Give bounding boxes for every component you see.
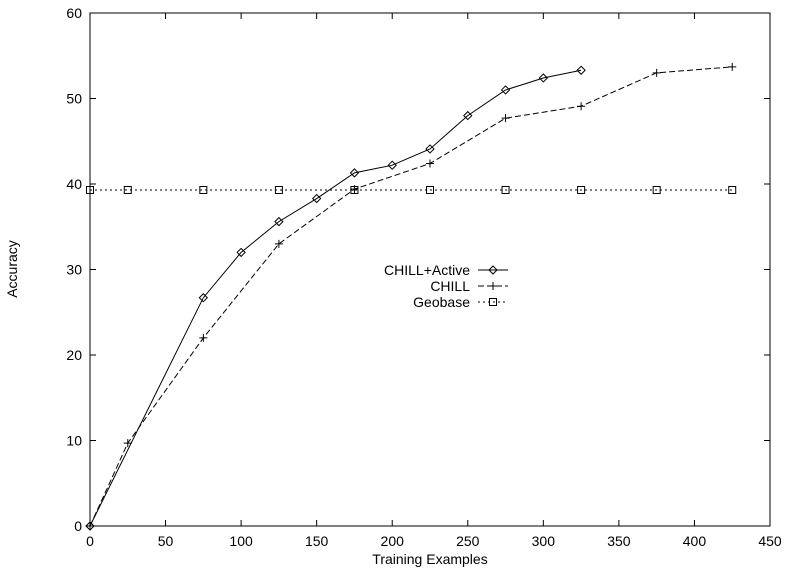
data-point [199,185,208,194]
x-tick-label: 300 [532,533,556,549]
series-chill-active [85,65,586,531]
y-tick-label: 20 [66,347,82,363]
data-point [274,216,284,227]
data-point [199,333,208,342]
x-tick-label: 350 [607,533,631,549]
data-point [274,239,283,248]
y-tick-label: 40 [66,176,82,192]
y-tick-label: 10 [66,433,82,449]
series-geobase [86,185,737,194]
x-tick-label: 150 [305,533,329,549]
data-point [311,193,322,204]
data-point [123,439,132,448]
x-tick-label: 0 [86,533,94,549]
data-point [463,110,473,121]
data-point [387,160,397,170]
data-point [576,65,586,75]
data-point [577,102,586,111]
data-point [349,168,360,178]
data-point [652,185,661,194]
series-line [89,66,733,527]
x-tick-label: 200 [381,533,405,549]
x-tick-label: 250 [456,533,480,549]
data-point [86,185,94,194]
data-point [274,185,283,194]
y-axis-label: Accuracy [4,240,20,298]
data-point [728,185,737,194]
data-point [577,185,586,194]
data-point [350,185,359,194]
data-point [426,159,434,168]
data-point [538,73,549,83]
y-tick-label: 60 [66,5,82,21]
data-point [426,185,434,194]
x-tick-label: 100 [229,533,253,549]
x-axis-label: Training Examples [372,551,487,567]
series-line [89,69,582,527]
data-point [501,185,510,194]
x-tick-label: 400 [683,533,707,549]
data-point [425,144,435,154]
legend-marker [489,282,497,290]
legend-label: Geobase [413,294,470,310]
data-point [652,68,661,77]
legend-label: CHILL+Active [384,262,470,278]
x-tick-label: 450 [758,533,782,549]
legend-marker [488,265,498,275]
series-layer [85,62,737,531]
legend-item: CHILL [430,278,508,294]
data-point [123,185,132,194]
data-point [198,293,209,303]
y-tick-label: 30 [66,262,82,278]
axis-ticks: 0 50 100 150 200 250 300 350 400 450 0 10 20 30 40 50 60 [66,5,781,549]
legend-item: CHILL+Active [384,262,508,278]
legend-label: CHILL [430,278,470,294]
series-chill [86,62,737,530]
y-tick-label: 0 [74,518,82,534]
x-tick-label: 50 [158,533,174,549]
data-point [86,522,94,530]
y-tick-label: 50 [66,91,82,107]
legend-item: Geobase [413,294,508,310]
legend-marker [489,298,497,306]
data-point [501,114,510,123]
data-point [728,62,737,71]
data-point [236,247,246,258]
data-point [500,85,511,95]
